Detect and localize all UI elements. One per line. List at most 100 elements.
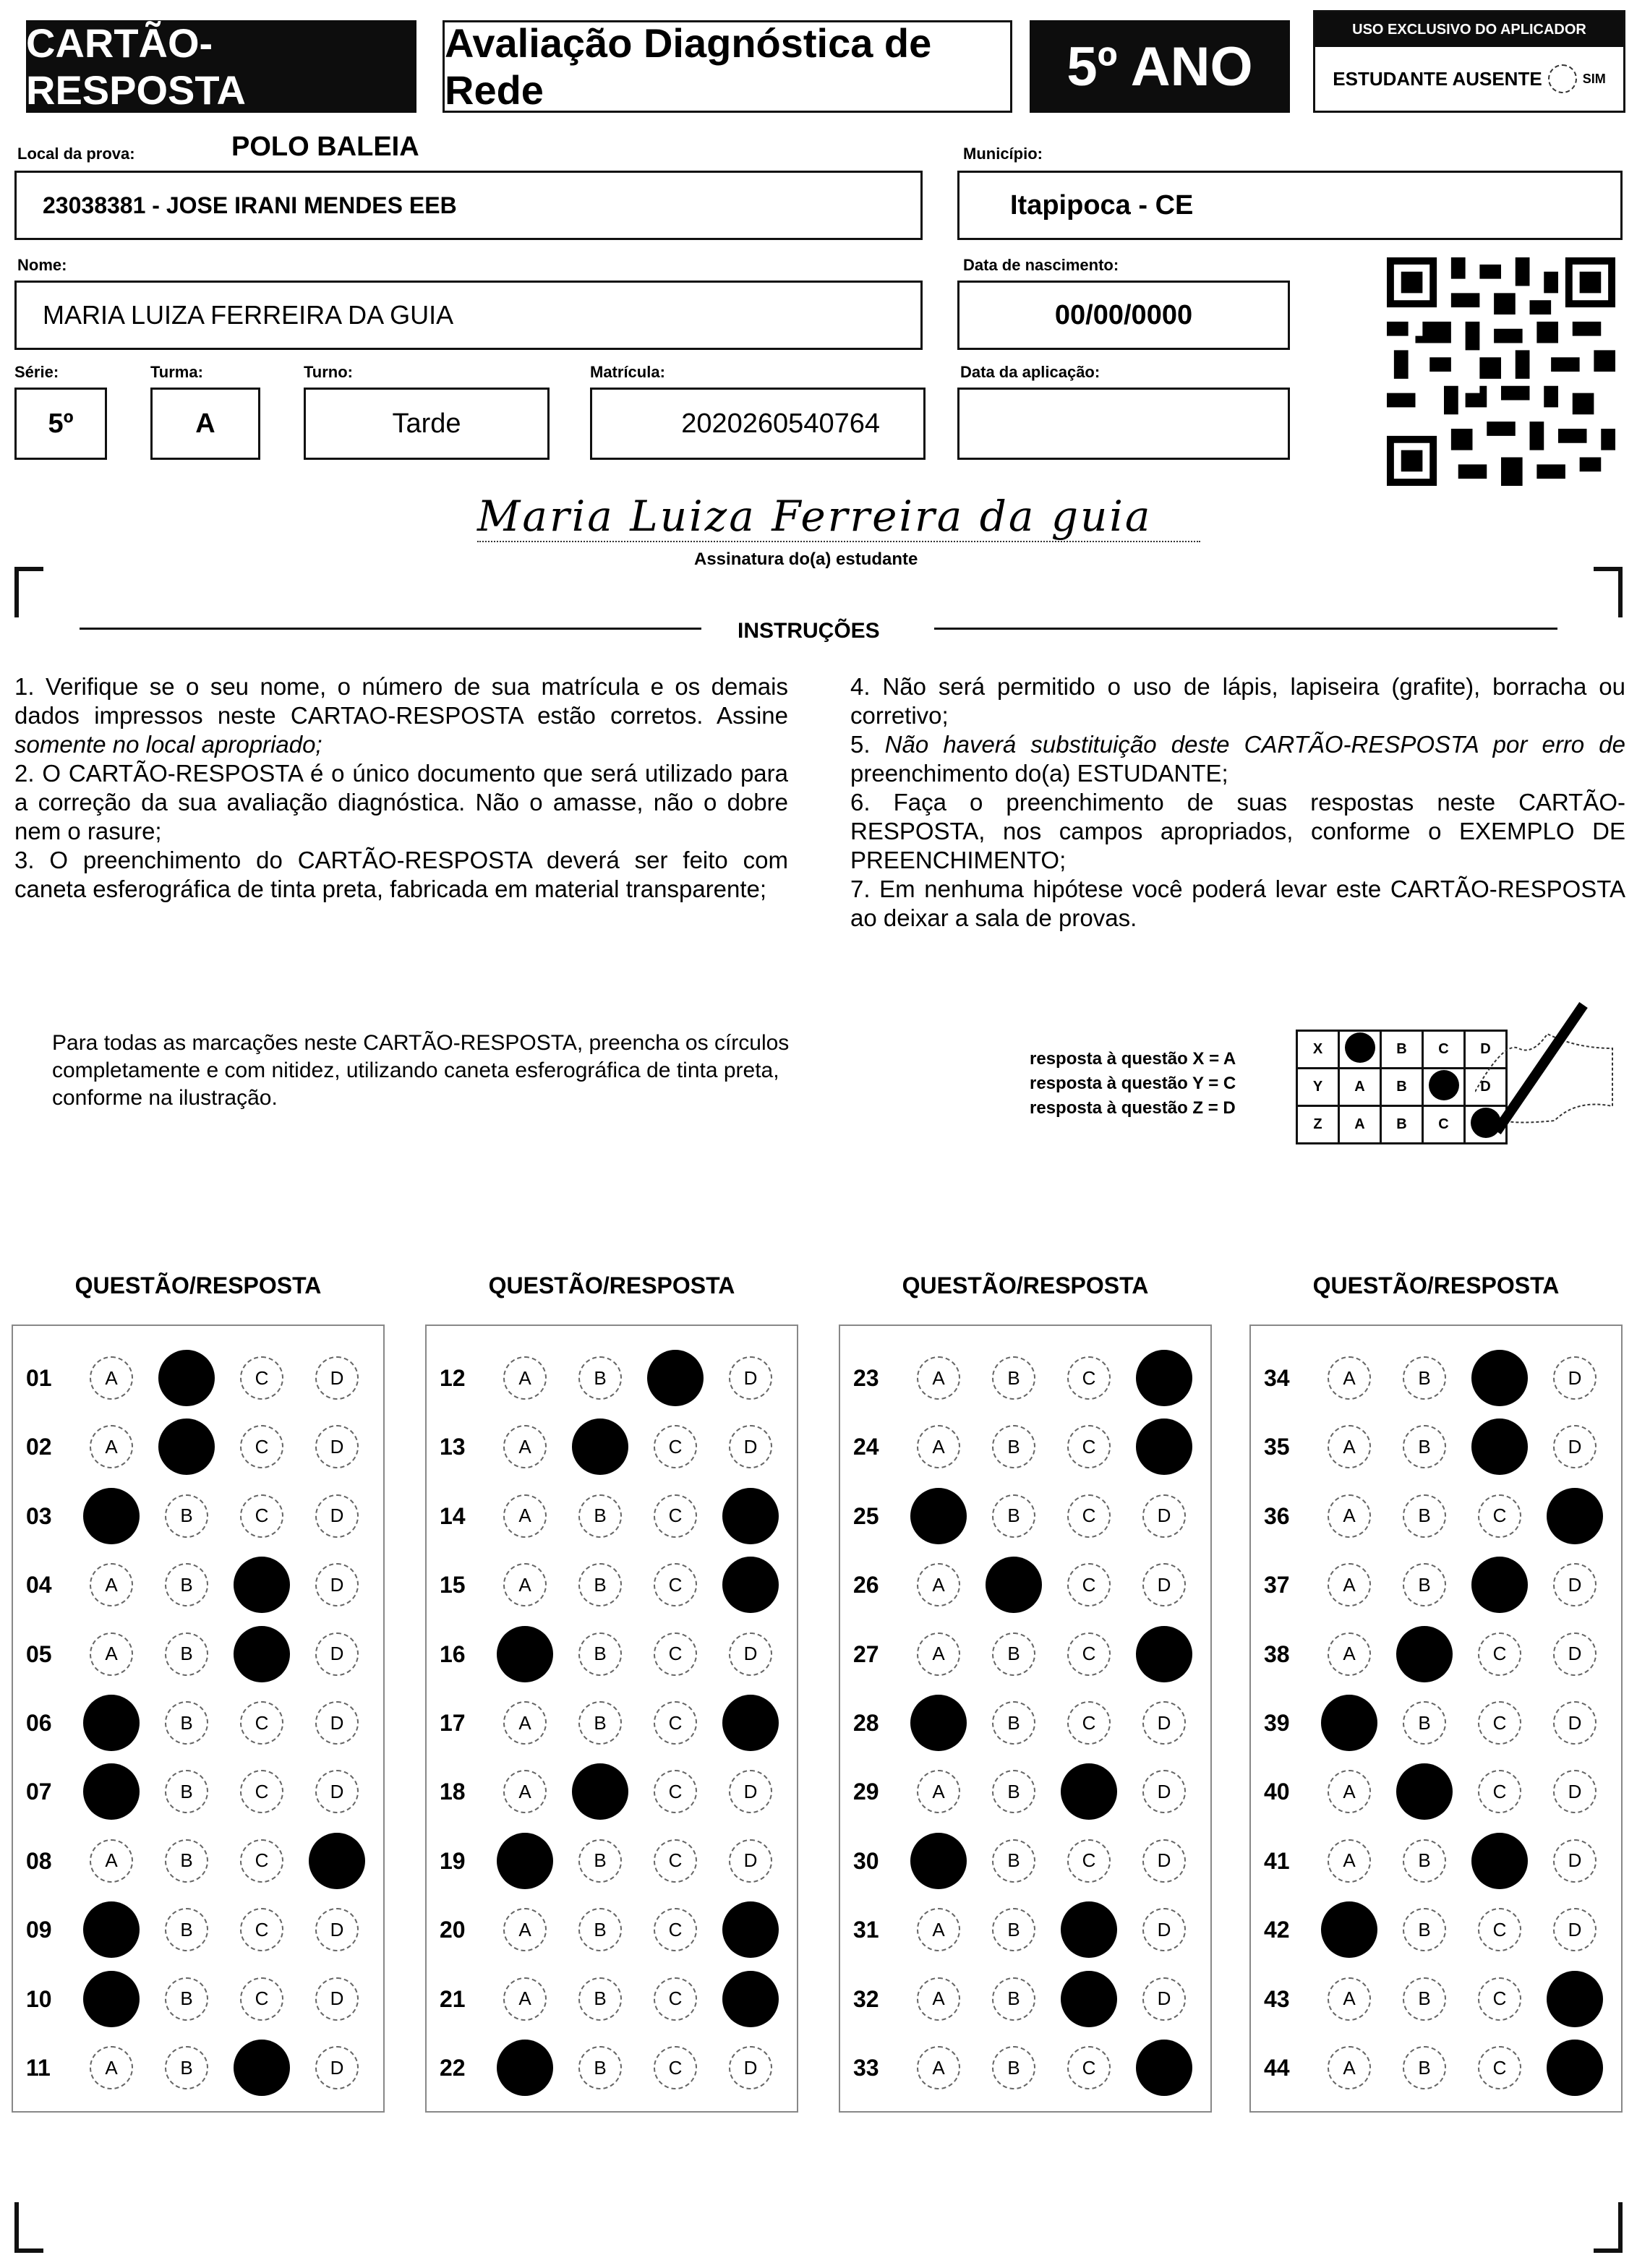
bubble-a[interactable]: A bbox=[917, 1632, 960, 1676]
bubble-d[interactable]: D bbox=[1142, 1494, 1186, 1538]
bubble-d[interactable]: D bbox=[1142, 1770, 1186, 1814]
bubble-b[interactable]: B bbox=[165, 2046, 208, 2089]
bubble-b[interactable]: B bbox=[1403, 1701, 1446, 1745]
bubble-b[interactable]: B bbox=[992, 1632, 1035, 1676]
bubble-d[interactable]: D bbox=[729, 2046, 772, 2089]
filled-bubble-c[interactable]: C bbox=[1471, 1350, 1528, 1406]
bubble-a[interactable]: A bbox=[503, 1908, 547, 1952]
bubble-b[interactable]: B bbox=[165, 1770, 208, 1814]
bubble-d[interactable]: D bbox=[315, 1770, 359, 1814]
bubble-b[interactable]: B bbox=[165, 1908, 208, 1952]
bubble-c[interactable]: C bbox=[654, 1908, 697, 1952]
bubble-b[interactable]: B bbox=[992, 1425, 1035, 1469]
filled-bubble-d[interactable]: D bbox=[1136, 1350, 1192, 1406]
filled-bubble-a[interactable]: A bbox=[497, 1832, 553, 1889]
filled-bubble-b[interactable]: B bbox=[1396, 1625, 1453, 1682]
bubble-b[interactable]: B bbox=[992, 1701, 1035, 1745]
bubble-c[interactable]: C bbox=[654, 1563, 697, 1607]
bubble-d[interactable]: D bbox=[1553, 1563, 1597, 1607]
filled-bubble-b[interactable]: B bbox=[986, 1557, 1042, 1614]
filled-bubble-c[interactable]: C bbox=[234, 2040, 290, 2096]
filled-bubble-c[interactable]: C bbox=[1471, 1418, 1528, 1476]
bubble-c[interactable]: C bbox=[240, 1356, 283, 1400]
filled-bubble-a[interactable]: A bbox=[83, 1695, 140, 1751]
bubble-b[interactable]: B bbox=[992, 1356, 1035, 1400]
bubble-c[interactable]: C bbox=[654, 1839, 697, 1883]
filled-bubble-a[interactable]: A bbox=[83, 1970, 140, 2027]
bubble-d[interactable]: D bbox=[1142, 1977, 1186, 2021]
bubble-b[interactable]: B bbox=[992, 1977, 1035, 2021]
bubble-c[interactable]: C bbox=[1067, 1563, 1111, 1607]
bubble-a[interactable]: A bbox=[503, 1563, 547, 1607]
bubble-a[interactable]: A bbox=[917, 1908, 960, 1952]
bubble-c[interactable]: C bbox=[1067, 1356, 1111, 1400]
bubble-d[interactable]: D bbox=[1553, 1839, 1597, 1883]
bubble-a[interactable]: A bbox=[90, 1839, 133, 1883]
bubble-a[interactable]: A bbox=[1328, 1632, 1371, 1676]
bubble-b[interactable]: B bbox=[1403, 1563, 1446, 1607]
bubble-d[interactable]: D bbox=[1553, 1701, 1597, 1745]
bubble-a[interactable]: A bbox=[503, 1701, 547, 1745]
bubble-b[interactable]: B bbox=[578, 2046, 622, 2089]
bubble-b[interactable]: B bbox=[165, 1839, 208, 1883]
filled-bubble-d[interactable]: D bbox=[1547, 1487, 1603, 1544]
bubble-b[interactable]: B bbox=[578, 1494, 622, 1538]
bubble-c[interactable]: C bbox=[654, 1770, 697, 1814]
bubble-d[interactable]: D bbox=[1553, 1356, 1597, 1400]
filled-bubble-d[interactable]: D bbox=[1136, 2040, 1192, 2096]
filled-bubble-b[interactable]: B bbox=[158, 1350, 215, 1406]
bubble-d[interactable]: D bbox=[315, 1356, 359, 1400]
bubble-a[interactable]: A bbox=[503, 1494, 547, 1538]
bubble-a[interactable]: A bbox=[917, 1770, 960, 1814]
bubble-d[interactable]: D bbox=[1553, 1632, 1597, 1676]
bubble-c[interactable]: C bbox=[240, 1977, 283, 2021]
bubble-a[interactable]: A bbox=[1328, 1770, 1371, 1814]
filled-bubble-d[interactable]: D bbox=[309, 1832, 365, 1889]
bubble-d[interactable]: D bbox=[315, 1701, 359, 1745]
bubble-a[interactable]: A bbox=[503, 1425, 547, 1469]
bubble-d[interactable]: D bbox=[315, 1632, 359, 1676]
bubble-c[interactable]: C bbox=[240, 1770, 283, 1814]
bubble-c[interactable]: C bbox=[1478, 2046, 1521, 2089]
bubble-d[interactable]: D bbox=[729, 1632, 772, 1676]
filled-bubble-a[interactable]: A bbox=[1321, 1901, 1377, 1959]
filled-bubble-c[interactable]: C bbox=[1471, 1832, 1528, 1889]
filled-bubble-c[interactable]: C bbox=[647, 1350, 704, 1406]
bubble-b[interactable]: B bbox=[992, 1908, 1035, 1952]
filled-bubble-d[interactable]: D bbox=[1547, 2040, 1603, 2096]
bubble-d[interactable]: D bbox=[1142, 1701, 1186, 1745]
bubble-a[interactable]: A bbox=[503, 1977, 547, 2021]
bubble-c[interactable]: C bbox=[1478, 1632, 1521, 1676]
filled-bubble-d[interactable]: D bbox=[722, 1557, 779, 1614]
bubble-a[interactable]: A bbox=[917, 1425, 960, 1469]
bubble-c[interactable]: C bbox=[1067, 2046, 1111, 2089]
bubble-d[interactable]: D bbox=[1553, 1908, 1597, 1952]
bubble-a[interactable]: A bbox=[1328, 1494, 1371, 1538]
bubble-b[interactable]: B bbox=[1403, 1425, 1446, 1469]
bubble-c[interactable]: C bbox=[1067, 1701, 1111, 1745]
bubble-b[interactable]: B bbox=[165, 1632, 208, 1676]
bubble-b[interactable]: B bbox=[165, 1563, 208, 1607]
bubble-d[interactable]: D bbox=[1553, 1425, 1597, 1469]
bubble-b[interactable]: B bbox=[992, 1770, 1035, 1814]
filled-bubble-a[interactable]: A bbox=[1321, 1695, 1377, 1751]
bubble-d[interactable]: D bbox=[315, 1425, 359, 1469]
bubble-d[interactable]: D bbox=[1142, 1563, 1186, 1607]
bubble-c[interactable]: C bbox=[240, 1908, 283, 1952]
bubble-a[interactable]: A bbox=[503, 1770, 547, 1814]
filled-bubble-a[interactable]: A bbox=[83, 1487, 140, 1544]
bubble-a[interactable]: A bbox=[917, 1977, 960, 2021]
filled-bubble-c[interactable]: C bbox=[1471, 1557, 1528, 1614]
bubble-c[interactable]: C bbox=[1067, 1425, 1111, 1469]
bubble-c[interactable]: C bbox=[1478, 1701, 1521, 1745]
filled-bubble-c[interactable]: C bbox=[234, 1625, 290, 1682]
filled-bubble-c[interactable]: C bbox=[1061, 1901, 1117, 1959]
bubble-d[interactable]: D bbox=[1553, 1770, 1597, 1814]
bubble-a[interactable]: A bbox=[1328, 2046, 1371, 2089]
bubble-b[interactable]: B bbox=[992, 1494, 1035, 1538]
bubble-b[interactable]: B bbox=[992, 1839, 1035, 1883]
bubble-d[interactable]: D bbox=[729, 1356, 772, 1400]
bubble-c[interactable]: C bbox=[240, 1839, 283, 1883]
filled-bubble-b[interactable]: B bbox=[572, 1763, 628, 1820]
bubble-b[interactable]: B bbox=[578, 1701, 622, 1745]
